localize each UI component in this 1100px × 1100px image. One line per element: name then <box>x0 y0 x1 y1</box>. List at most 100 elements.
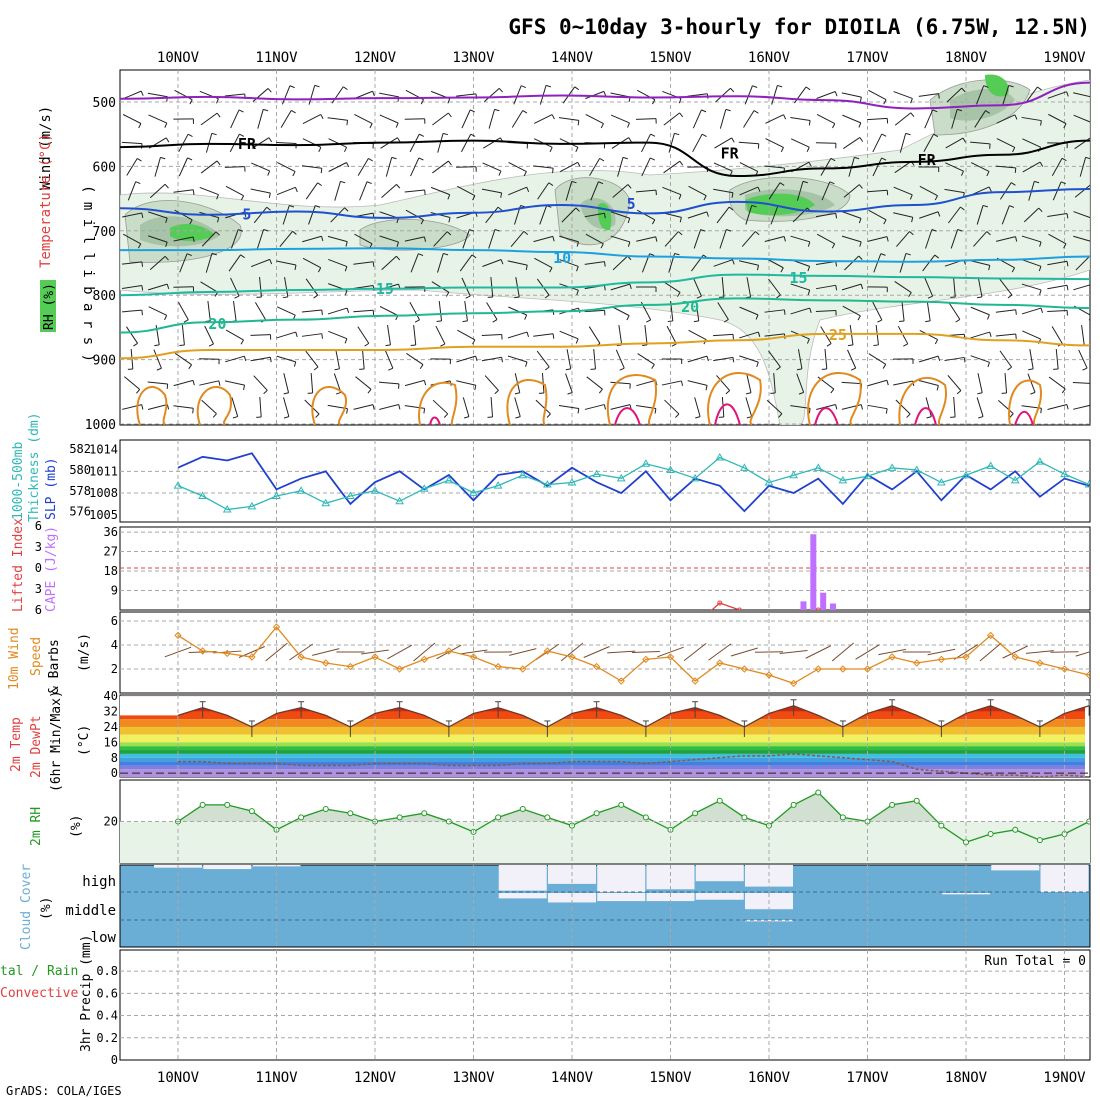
wind-barb <box>457 329 476 341</box>
wind-barb-flag <box>268 192 271 198</box>
profile-y-tick: 900 <box>93 354 116 369</box>
wind-barb <box>301 165 322 169</box>
wind-barb-flag <box>649 253 655 256</box>
wind-barb <box>953 276 956 298</box>
wind-barb-flag <box>1010 182 1016 186</box>
wind-barb-flag <box>910 112 915 117</box>
wind10-barb <box>265 642 288 662</box>
temp-band <box>120 765 1085 770</box>
wind-barb <box>996 114 1016 124</box>
wind-barb-flag <box>779 182 785 186</box>
thickness-point <box>1060 469 1069 478</box>
profile-wind-barbs <box>121 84 1090 419</box>
wind-barb <box>537 182 550 200</box>
wind-barb-flag <box>1008 84 1014 88</box>
wind-barb-flag <box>525 361 528 367</box>
wind-barb-flag <box>293 361 297 367</box>
wind-barb-flag <box>680 380 684 386</box>
wind-barb <box>584 309 605 313</box>
wind10-barb <box>831 642 854 662</box>
wind-barb-flag <box>931 229 937 232</box>
wind-barb <box>764 333 785 337</box>
wind10-barb <box>708 643 732 661</box>
wind-barb <box>174 89 193 101</box>
wind-barb <box>765 114 784 124</box>
wind-barb-flag <box>1066 91 1069 97</box>
wind-barb-flag <box>1039 241 1042 247</box>
wind-barb <box>593 348 596 370</box>
wind-barb <box>225 185 244 197</box>
wind-barb <box>282 205 290 225</box>
wind10-panel: 2 4 6 10m Wind Speed & Barbs (m/s) <box>7 611 1091 694</box>
wind10-barb <box>878 648 906 656</box>
wind-barb <box>149 255 166 271</box>
wind-speed-point <box>543 647 552 655</box>
wind-barb-flag <box>961 87 966 93</box>
wind-barb-flag <box>655 236 658 242</box>
wind10-barb <box>779 650 808 654</box>
wind-barb-flag <box>883 99 887 105</box>
wind-barb <box>896 231 910 247</box>
wind-barb-flag <box>470 109 475 113</box>
wind-barb-flag <box>805 86 811 91</box>
wind-barb-flag <box>283 392 289 395</box>
wind-barb <box>894 112 912 126</box>
wind-barb-flag <box>137 243 142 249</box>
wind-barb-flag <box>575 207 580 212</box>
thickness-point <box>296 486 306 494</box>
wind-barb <box>302 138 322 148</box>
wind-barb <box>717 302 729 320</box>
temp-band <box>120 734 1085 743</box>
wind-barb-flag <box>626 315 630 321</box>
wind-barb <box>259 276 262 298</box>
wind-barb-flag <box>831 243 836 249</box>
wind-barb <box>122 261 142 265</box>
wind-barb <box>173 379 194 387</box>
wind-barb-flag <box>732 259 735 265</box>
wind-barb <box>842 137 861 149</box>
profile-rh-key <box>40 280 56 332</box>
wind-barb <box>353 404 374 410</box>
wind-barb <box>743 110 755 128</box>
wind-barb-flag <box>1060 181 1066 185</box>
wind-barb-flag <box>523 230 529 235</box>
temp-band <box>120 726 1085 735</box>
wind-barb <box>590 181 599 201</box>
wind-barb <box>481 356 502 362</box>
temp-y-tick: 32 <box>104 705 118 719</box>
wind-y-tick: 4 <box>111 638 118 652</box>
wind-barb-flag <box>164 315 168 321</box>
wind-barb-flag <box>706 355 709 362</box>
wind-barb <box>302 235 322 243</box>
wind-barb <box>253 206 268 224</box>
wind-barb-flag <box>234 295 240 299</box>
wind-speed-point <box>198 647 207 655</box>
wind-speed-point <box>937 655 946 664</box>
wind-barb <box>668 133 675 153</box>
bottom-day-labels: 10NOV 11NOV 12NOV 13NOV 14NOV 15NOV 16NOV 17NOV… <box>157 1070 1086 1086</box>
chart-title: GFS 0~10day 3-hourly for DIOILA (6.75W, … <box>508 15 1090 39</box>
wind-barb <box>229 133 240 153</box>
contour-label: 25 <box>829 326 847 344</box>
wind-barb-flag <box>395 255 401 261</box>
wind-barb-flag <box>574 86 580 91</box>
wind-barb <box>1072 382 1090 384</box>
wind-barb <box>559 259 579 267</box>
contour-label: 15 <box>790 269 808 287</box>
wind-barb <box>610 283 631 291</box>
thickness-point <box>641 459 651 467</box>
wind-barb <box>585 233 604 245</box>
wind-barb <box>693 229 702 249</box>
wind-barb-flag <box>622 156 628 160</box>
wind-barb <box>433 231 448 247</box>
contour-label: 5 <box>242 206 251 224</box>
wind-barb-flag <box>515 416 521 419</box>
wind-barb <box>849 325 854 345</box>
wind-barb-flag <box>474 385 477 391</box>
wind-barb <box>1047 310 1068 312</box>
wind-barb <box>1073 92 1090 98</box>
wind-barb <box>481 188 502 194</box>
wind-barb-flag <box>372 91 375 97</box>
wind-barb <box>997 399 1014 415</box>
wind-barb <box>816 233 835 245</box>
